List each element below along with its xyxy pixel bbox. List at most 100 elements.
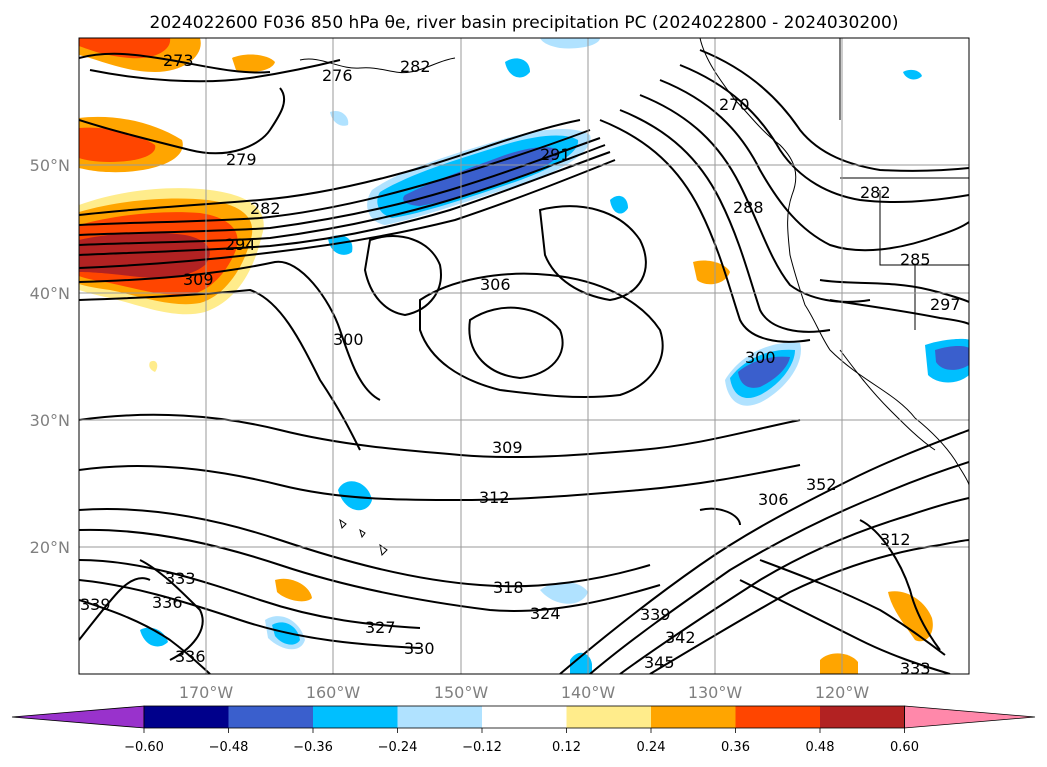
contour-324 [79, 528, 661, 612]
contour-label: 312 [880, 530, 911, 549]
colorbar-ticks [143, 728, 905, 733]
contour-inner-2 [538, 205, 647, 302]
pc-negative-small-9 [540, 38, 600, 49]
pc-negative-small-1 [505, 58, 530, 78]
colorbar-segment [651, 706, 736, 728]
contour-label: 291 [540, 145, 571, 164]
contour-subtrop-jet-3 [619, 497, 969, 674]
contour-276 [89, 59, 341, 83]
contour-label: 276 [322, 66, 353, 85]
coast-hawaii-2 [359, 528, 366, 539]
pc-positive-se-2 [820, 653, 858, 674]
pc-positive-se-1 [888, 591, 933, 642]
contour-label: 300 [745, 348, 776, 367]
contour-label: 352 [806, 475, 837, 494]
colorbar-extend-high [904, 705, 1036, 729]
contour-labels: 273 276 279 282 285 288 291 294 297 300 … [80, 51, 961, 678]
contour-291 [79, 144, 606, 246]
contour-label: 273 [163, 51, 194, 70]
contour-288 [79, 137, 601, 236]
contour-subtrop-jet-1 [559, 429, 969, 674]
contour-east-1 [599, 119, 811, 343]
contour-label: 333 [900, 659, 931, 678]
contour-east-4 [659, 79, 969, 252]
contour-inner-1 [468, 306, 564, 380]
colorbar-tick-label: −0.24 [378, 740, 418, 755]
contour-309 [79, 413, 801, 459]
colorbar-segment [313, 706, 398, 728]
lon-label: 130°W [688, 683, 743, 702]
pc-negative-ca-inner [738, 356, 790, 388]
contour-label: 270 [719, 95, 750, 114]
pc-negative-small-6 [540, 581, 588, 604]
coast-baja [839, 349, 936, 451]
contour-303 [79, 288, 361, 451]
colorbar-tick-label: −0.60 [124, 740, 164, 755]
lat-label: 50°N [30, 156, 70, 175]
pc-negative-small-8 [610, 195, 628, 214]
coastlines [299, 38, 969, 557]
contour-label: 312 [479, 488, 510, 507]
contour-label: 339 [640, 605, 671, 624]
contour-label: 318 [493, 578, 524, 597]
colorbar-segment [228, 706, 313, 728]
contour-300 [79, 260, 381, 401]
colorbar-segment [566, 706, 651, 728]
contour-east-2 [619, 109, 831, 333]
lat-labels: 50°N 40°N 30°N 20°N [30, 156, 70, 557]
colorbar-frame [143, 705, 905, 729]
contour-se-1 [739, 579, 951, 674]
colorbar-tick-label: −0.48 [209, 740, 249, 755]
colorbar-tick-label: 0.36 [721, 740, 750, 755]
colorbar-extend-low [11, 705, 145, 729]
contour-east-3 [639, 94, 871, 303]
coast-north-america [699, 38, 969, 486]
contour-label: 327 [365, 618, 396, 637]
contour-336 [79, 599, 211, 674]
lat-label: 40°N [30, 284, 70, 303]
contour-label: 288 [733, 198, 764, 217]
pc-negative-small-10 [330, 110, 349, 126]
contour-282 [79, 119, 581, 216]
contour-318 [79, 508, 651, 588]
contour-339 [79, 577, 151, 641]
contour-east-5 [679, 64, 969, 204]
contour-label: 330 [404, 639, 435, 658]
graticule [79, 38, 969, 674]
contour-327 [79, 559, 421, 629]
contour-label: 333 [165, 569, 196, 588]
contour-label: 294 [225, 235, 256, 254]
colorbar-tick-label: 0.24 [637, 740, 666, 755]
contour-east-7 [819, 279, 969, 303]
contour-label: 339 [80, 595, 111, 614]
contour-label: 297 [930, 295, 961, 314]
colorbar-tick-label: −0.36 [293, 740, 333, 755]
contour-label: 279 [226, 150, 257, 169]
theta-e-contours [79, 49, 969, 674]
colorbar-segment [820, 706, 905, 728]
coast-us-border-1 [879, 190, 969, 266]
contour-east-6 [699, 49, 969, 172]
colorbar-tick-label: 0.12 [552, 740, 581, 755]
contour-subtrop-jet-4 [649, 539, 969, 674]
pc-positive-nw-1-inner [79, 38, 171, 59]
pc-positive-small-1 [232, 54, 275, 72]
chart-title: 2024022600 F036 850 hPa θe, river basin … [150, 13, 899, 33]
contour-label: 282 [400, 57, 431, 76]
lon-labels: 170°W 160°W 150°W 140°W 130°W 120°W [179, 683, 870, 702]
contour-label: 345 [644, 653, 675, 672]
contour-label: 306 [480, 275, 511, 294]
contour-inner-4 [699, 507, 741, 526]
pc-negative-small-3 [338, 481, 372, 511]
contour-label: 309 [183, 270, 214, 289]
map-frame [78, 37, 970, 675]
pc-negative-small-7 [570, 652, 592, 674]
colorbar-segment [397, 706, 482, 728]
colorbar-segment [482, 706, 567, 728]
colorbar-tick-label: 0.60 [890, 740, 919, 755]
contour-333 [139, 559, 204, 661]
contour-label: 336 [175, 647, 206, 666]
colorbar-segment [144, 706, 229, 728]
contour-label: 342 [665, 628, 696, 647]
